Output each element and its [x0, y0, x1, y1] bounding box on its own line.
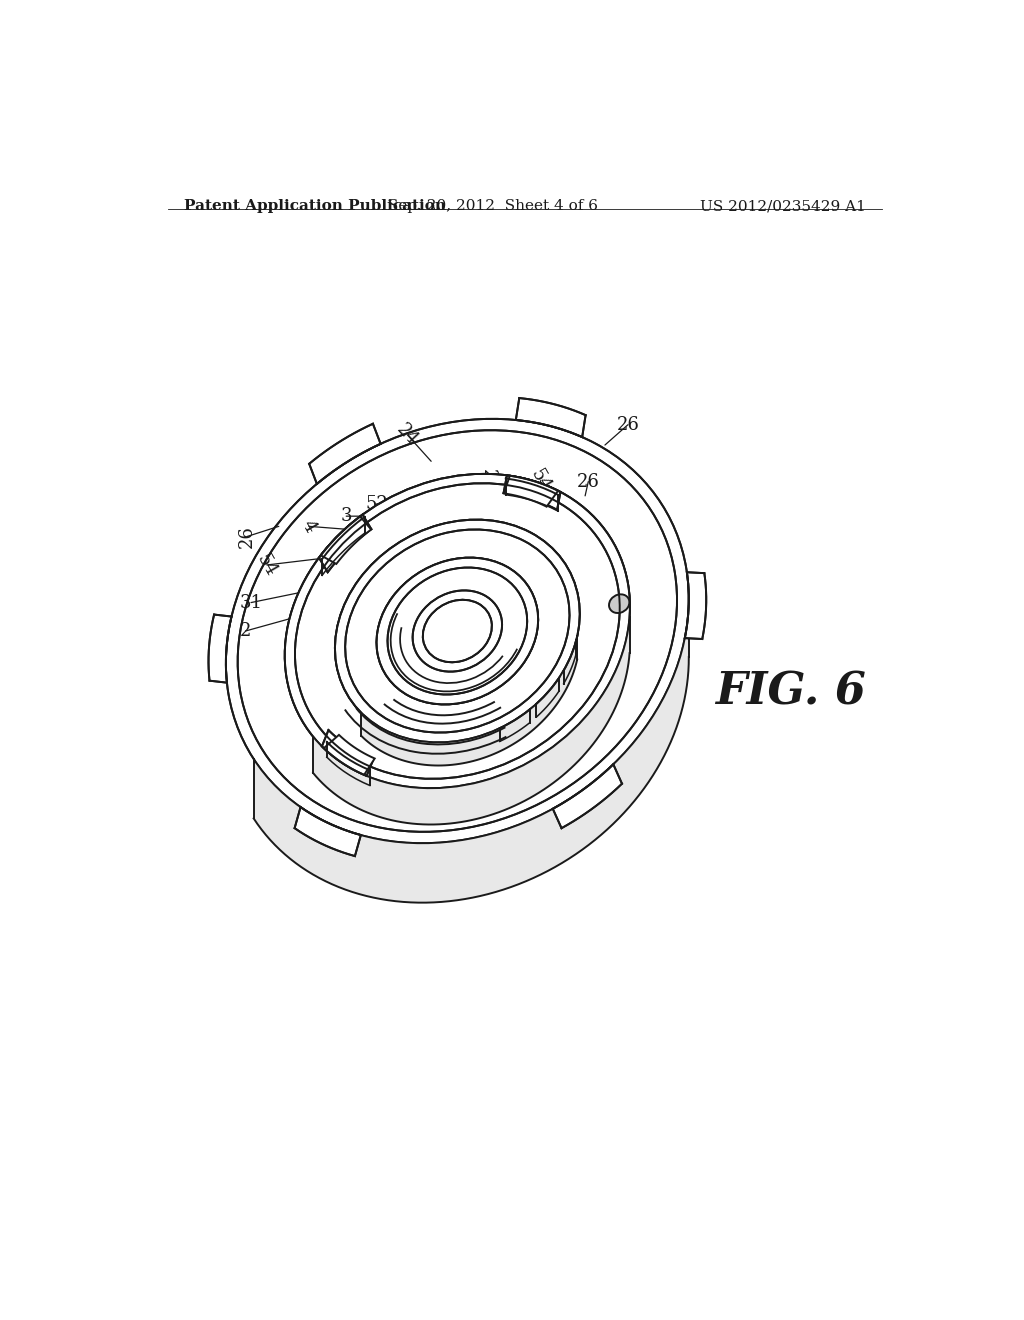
Text: 26: 26	[616, 416, 639, 434]
Polygon shape	[322, 730, 373, 776]
Ellipse shape	[285, 474, 630, 788]
Text: 24: 24	[393, 420, 422, 449]
Ellipse shape	[285, 474, 630, 788]
Text: 31: 31	[240, 594, 262, 611]
Text: 26: 26	[577, 473, 600, 491]
Text: 24: 24	[479, 469, 498, 492]
Polygon shape	[321, 516, 371, 564]
Text: 54: 54	[527, 466, 554, 495]
Polygon shape	[318, 515, 372, 573]
Text: 26: 26	[238, 525, 256, 548]
Ellipse shape	[335, 520, 580, 742]
Ellipse shape	[335, 520, 580, 742]
Ellipse shape	[413, 590, 502, 672]
Ellipse shape	[238, 430, 677, 832]
Ellipse shape	[226, 418, 689, 843]
Polygon shape	[685, 573, 707, 639]
Text: 2: 2	[240, 622, 251, 640]
Polygon shape	[361, 636, 578, 766]
Text: 4: 4	[298, 517, 319, 536]
Polygon shape	[295, 807, 360, 857]
Polygon shape	[504, 475, 558, 507]
Ellipse shape	[377, 557, 539, 705]
Polygon shape	[516, 399, 586, 437]
Text: 5: 5	[422, 483, 434, 500]
Ellipse shape	[226, 418, 689, 843]
Text: Sep. 20, 2012  Sheet 4 of 6: Sep. 20, 2012 Sheet 4 of 6	[388, 199, 598, 213]
Ellipse shape	[609, 594, 630, 612]
Polygon shape	[309, 424, 381, 484]
Text: 54: 54	[253, 550, 281, 579]
Polygon shape	[209, 615, 231, 682]
Polygon shape	[553, 764, 622, 828]
Polygon shape	[254, 598, 689, 903]
Ellipse shape	[345, 529, 569, 733]
Ellipse shape	[387, 568, 527, 694]
Ellipse shape	[377, 557, 539, 705]
Polygon shape	[324, 735, 375, 775]
Text: US 2012/0235429 A1: US 2012/0235429 A1	[700, 199, 866, 213]
Text: 52: 52	[365, 495, 388, 513]
Polygon shape	[313, 616, 630, 825]
Ellipse shape	[423, 599, 492, 663]
Ellipse shape	[295, 483, 620, 779]
Text: 3: 3	[341, 507, 352, 525]
Polygon shape	[504, 475, 560, 510]
Text: Patent Application Publication: Patent Application Publication	[183, 199, 445, 213]
Text: FIG. 6: FIG. 6	[715, 671, 866, 714]
